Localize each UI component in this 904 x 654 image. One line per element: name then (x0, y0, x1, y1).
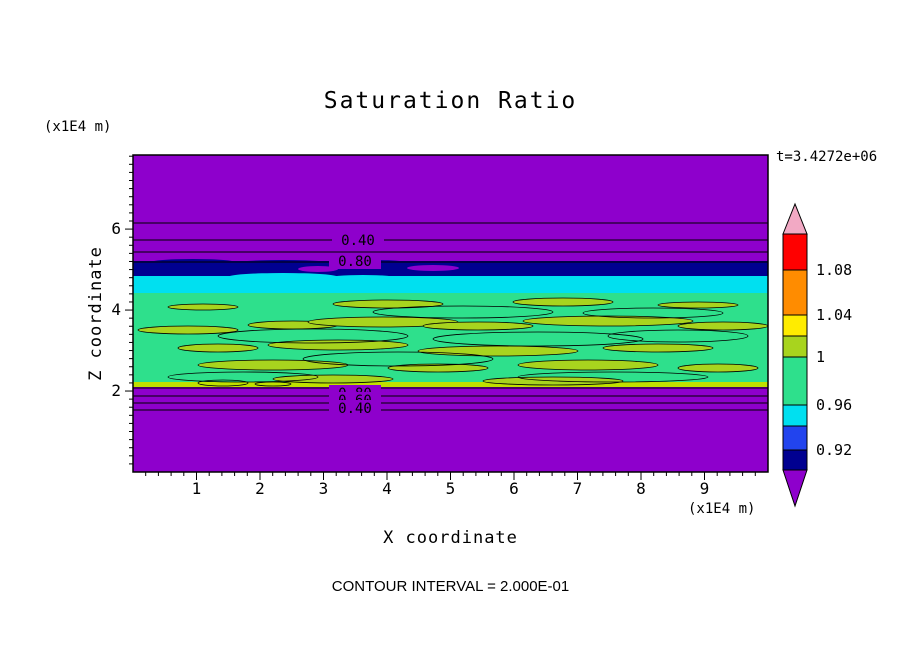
x-tick-label: 7 (573, 479, 583, 498)
contour-line-label: 0.40 (341, 233, 375, 249)
chart-title: Saturation Ratio (323, 88, 578, 114)
time-annotation: t=3.4272e+06 (776, 149, 878, 165)
colorbar-segment (782, 269, 808, 316)
colorbar-label: 1.08 (816, 261, 852, 279)
colorbar-segment (782, 404, 808, 427)
x-axis-title: X coordinate (383, 528, 518, 548)
y-tick-label: 4 (111, 300, 121, 319)
axis-ticks (125, 155, 756, 480)
contour-line-label: 0.40 (338, 401, 372, 417)
x-tick-label: 4 (382, 479, 392, 498)
x-tick-label: 9 (700, 479, 710, 498)
x-tick-label: 5 (446, 479, 456, 498)
colorbar-label: 0.92 (816, 441, 852, 459)
colorbar-segment (782, 425, 808, 451)
colorbar-label: 1 (816, 348, 825, 366)
y-tick-label: 2 (111, 381, 121, 400)
x-axis-units-label: (x1E4 m) (688, 501, 756, 517)
y-tick-label: 6 (111, 219, 121, 238)
colorbar-segment (782, 314, 808, 337)
contour-interval-caption: CONTOUR INTERVAL = 2.000E-01 (331, 578, 570, 595)
colorbar-label: 0.96 (816, 396, 852, 414)
x-tick-label: 3 (319, 479, 329, 498)
contour-blobs (137, 259, 768, 387)
colorbar-under-arrow (782, 469, 808, 508)
x-tick-label: 2 (255, 479, 265, 498)
colorbar-segment (782, 335, 808, 358)
contour-lines (133, 222, 768, 411)
colorbar-segment (782, 233, 808, 271)
contour-line-label: 0.80 (338, 254, 372, 270)
colorbar-segment (782, 356, 808, 406)
y-axis-units-label: (x1E4 m) (44, 119, 112, 135)
x-tick-label: 6 (509, 479, 519, 498)
colorbar-over-arrow (782, 202, 808, 235)
x-tick-label: 1 (192, 479, 202, 498)
colorbar-segment (782, 449, 808, 471)
x-tick-label: 8 (636, 479, 646, 498)
colorbar-label: 1.04 (816, 306, 852, 324)
